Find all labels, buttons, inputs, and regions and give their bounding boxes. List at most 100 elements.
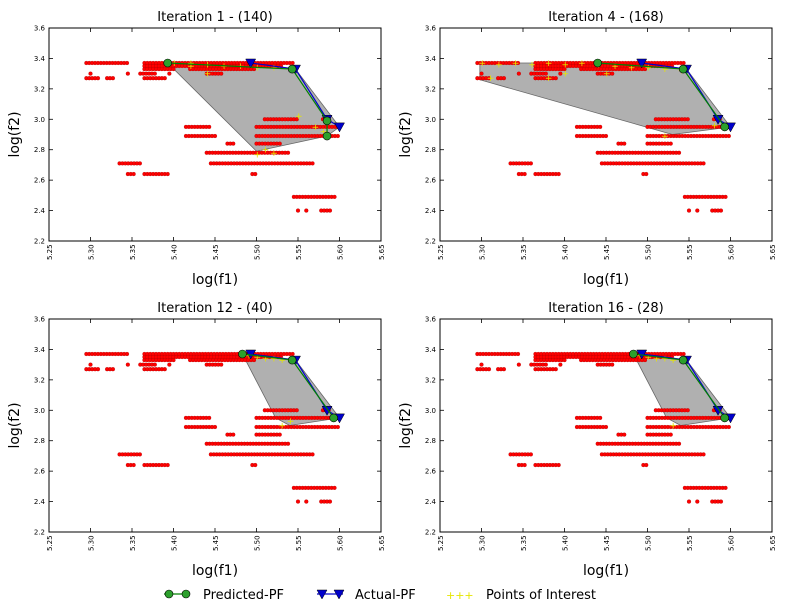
poi-point: +	[479, 59, 487, 69]
scatter-point	[553, 367, 558, 372]
scatter-point	[137, 161, 142, 166]
scatter-point	[253, 463, 258, 468]
scatter-point	[231, 141, 236, 146]
scatter-point	[723, 194, 728, 199]
scatter-point	[528, 161, 533, 166]
scatter-point	[310, 452, 315, 457]
predicted-pf-point	[678, 355, 688, 365]
scatter-point	[603, 424, 609, 430]
scatter-point	[558, 362, 563, 367]
predicted-pf-point	[287, 64, 297, 74]
x-tick-label: 5.25	[437, 244, 445, 260]
y-tick-label: 3.6	[34, 25, 46, 33]
scatter-point	[622, 141, 627, 146]
y-tick-label: 2.6	[34, 177, 46, 185]
scatter-point	[622, 432, 627, 437]
poi-point: +	[628, 64, 636, 74]
scatter-point	[681, 351, 686, 357]
scatter-point	[207, 415, 212, 420]
scatter-point	[676, 150, 682, 155]
actual-pf-line	[250, 62, 340, 128]
x-tick-label: 5.35	[520, 535, 528, 551]
scatter-point	[610, 362, 615, 367]
x-tick-label: 5.35	[129, 535, 137, 551]
x-tick-label: 5.60	[337, 535, 345, 551]
scatter-point	[294, 408, 299, 413]
scatter-point	[479, 71, 484, 76]
scatter-point	[642, 358, 648, 363]
predicted-pf-point	[238, 349, 247, 359]
x-tick-label: 5.65	[378, 535, 386, 551]
poi-point: +	[562, 70, 570, 80]
scatter-point	[603, 133, 609, 139]
y-tick-label: 3.2	[34, 376, 45, 384]
scatter-point	[131, 172, 136, 177]
scatter-point	[668, 432, 673, 437]
scatter-point	[294, 117, 299, 122]
scatter-point	[644, 463, 649, 468]
scatter-point	[516, 71, 521, 76]
actual-legend-marker	[316, 589, 328, 600]
y-tick-label: 2.8	[425, 146, 436, 154]
poi-point: +	[320, 127, 328, 137]
scatter-point	[327, 208, 333, 213]
scatter-point	[327, 499, 333, 504]
x-tick-label: 5.50	[645, 535, 653, 551]
scatter-point	[686, 499, 692, 504]
poi-point: +	[495, 61, 503, 71]
predicted-pf-point	[593, 58, 603, 68]
scatter-point	[285, 441, 291, 446]
predicted-pf-point	[720, 122, 729, 132]
x-tick-label: 5.45	[603, 535, 611, 551]
scatter-point	[124, 60, 130, 66]
predicted-pf-point	[322, 116, 332, 126]
poi-legend-marker: +++	[446, 589, 474, 602]
scatter-point	[124, 351, 130, 357]
scatter-point	[726, 424, 731, 430]
scatter-point	[598, 415, 603, 420]
poi-legend-label: Points of Interest	[486, 588, 596, 603]
scatter-points	[475, 351, 731, 504]
scatter-point	[516, 362, 521, 367]
y-tick-label: 3.2	[425, 85, 436, 93]
y-tick-label: 2.8	[425, 437, 436, 445]
poi-point: +	[645, 353, 653, 363]
predicted-pf-point	[629, 349, 638, 359]
poi-point: +	[611, 62, 619, 72]
x-tick-label: 5.60	[728, 535, 736, 551]
x-tick-label: 5.40	[171, 244, 179, 260]
scatter-point	[598, 124, 603, 129]
y-tick-label: 2.6	[425, 468, 437, 476]
x-axis-label: log(f1)	[583, 272, 629, 288]
scatter-point	[131, 463, 136, 468]
x-tick-label: 5.50	[645, 244, 653, 260]
legend: Predicted-PF Actual-PF +++ Points of Int…	[164, 588, 596, 603]
y-tick-label: 2.6	[425, 177, 437, 185]
poi-point: +	[653, 355, 661, 365]
predicted-legend-marker	[164, 589, 174, 599]
scatter-point	[162, 76, 167, 81]
poi-point: +	[204, 70, 212, 80]
chart-title: Iteration 1 - (140)	[157, 10, 272, 25]
poi-point: +	[711, 121, 719, 131]
actual-pf-point	[712, 406, 724, 416]
y-tick-label: 2.2	[34, 238, 45, 246]
y-tick-label: 3.4	[425, 55, 437, 63]
y-tick-label: 2.8	[34, 437, 45, 445]
scatter-point	[610, 71, 615, 76]
scatter-point	[171, 67, 176, 72]
plot-panel: +++++++++++++++++++5.255.305.355.405.455…	[398, 10, 777, 288]
y-tick-label: 2.8	[34, 146, 45, 154]
chart-title: Iteration 4 - (168)	[548, 10, 663, 25]
y-tick-label: 3.0	[34, 116, 45, 124]
scatter-point	[695, 499, 700, 504]
x-tick-label: 5.30	[479, 244, 487, 260]
scatter-point	[171, 358, 176, 363]
y-tick-label: 2.2	[425, 529, 436, 537]
x-tick-label: 5.35	[129, 244, 137, 260]
scatter-point	[543, 71, 548, 76]
scatter-point	[556, 172, 561, 177]
y-tick-label: 3.6	[425, 316, 437, 324]
scatter-point	[137, 452, 142, 457]
